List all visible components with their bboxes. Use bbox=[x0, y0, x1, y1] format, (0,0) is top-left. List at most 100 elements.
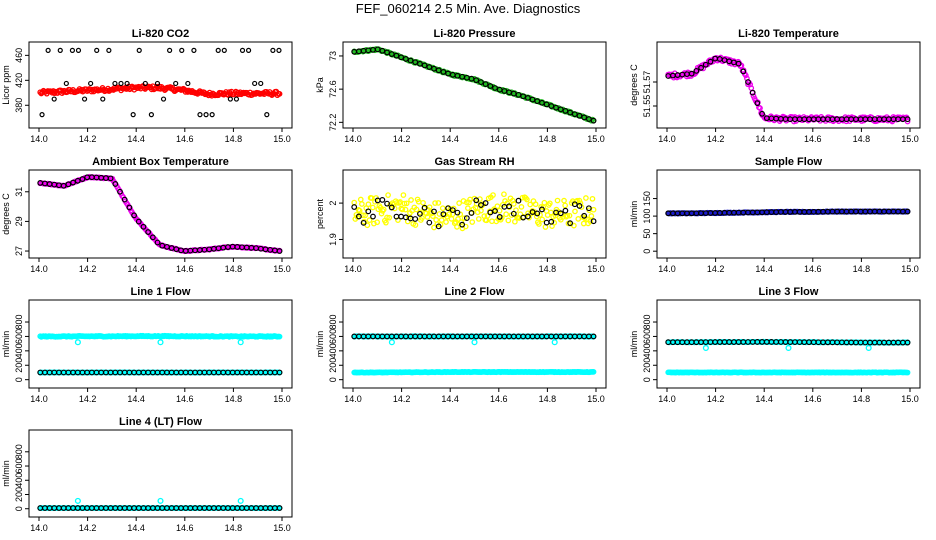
y-tick-label: 200 bbox=[14, 358, 24, 373]
x-tick-label: 15.0 bbox=[273, 394, 291, 404]
x-tick-label: 14.6 bbox=[176, 134, 194, 144]
outlier-point bbox=[471, 339, 478, 346]
data-point bbox=[463, 199, 470, 206]
x-tick-label: 14.8 bbox=[539, 394, 557, 404]
series-average bbox=[39, 47, 282, 118]
x-tick-label: 14.6 bbox=[176, 264, 194, 274]
y-axis-label: percent bbox=[315, 198, 325, 229]
data-point bbox=[515, 197, 522, 204]
x-tick-label: 14.2 bbox=[393, 134, 411, 144]
y-tick-label: 0 bbox=[14, 377, 24, 382]
data-point bbox=[543, 219, 550, 226]
data-point bbox=[539, 206, 545, 213]
data-point bbox=[408, 197, 414, 203]
data-point bbox=[126, 204, 133, 211]
data-point bbox=[501, 191, 507, 198]
series-scan-low bbox=[665, 369, 911, 376]
data-point bbox=[439, 205, 446, 212]
series-scan-low bbox=[351, 368, 597, 376]
y-tick-label: 27 bbox=[14, 246, 24, 256]
data-point bbox=[239, 47, 246, 53]
data-point bbox=[154, 80, 161, 87]
y-axis-label: ml/min bbox=[1, 460, 11, 487]
data-point bbox=[482, 200, 489, 206]
data-point bbox=[424, 214, 431, 220]
data-point bbox=[524, 213, 531, 220]
y-axis-label: ml/min bbox=[315, 331, 325, 358]
data-point bbox=[399, 206, 406, 213]
data-point bbox=[100, 96, 106, 102]
x-tick-label: 14.0 bbox=[658, 264, 676, 274]
data-point bbox=[124, 80, 130, 87]
data-point bbox=[532, 201, 539, 208]
x-tick-label: 14.4 bbox=[755, 264, 773, 274]
data-point bbox=[185, 80, 191, 87]
data-point bbox=[445, 205, 451, 212]
y-tick-label: 200 bbox=[14, 487, 24, 502]
data-point bbox=[465, 205, 471, 212]
x-tick-label: 14.6 bbox=[176, 523, 194, 533]
series-average bbox=[351, 46, 597, 124]
plot-frame bbox=[28, 41, 293, 129]
y-tick-label: 51.55 bbox=[642, 95, 652, 118]
data-point bbox=[566, 212, 573, 219]
data-point bbox=[384, 200, 390, 207]
y-tick-label: 800 bbox=[328, 315, 338, 330]
data-point bbox=[264, 112, 270, 118]
x-tick-label: 14.8 bbox=[853, 394, 871, 404]
y-tick-label: 72.6 bbox=[328, 80, 338, 98]
x-tick-label: 14.4 bbox=[755, 394, 773, 404]
data-point bbox=[468, 210, 475, 216]
data-point bbox=[359, 201, 365, 207]
data-point bbox=[121, 196, 128, 203]
y-tick-label: 800 bbox=[14, 315, 24, 330]
data-point bbox=[749, 89, 756, 96]
x-tick-label: 14.4 bbox=[127, 264, 145, 274]
x-tick-label: 14.8 bbox=[539, 264, 557, 274]
data-point bbox=[374, 219, 381, 226]
data-point bbox=[386, 214, 393, 221]
data-point bbox=[524, 196, 530, 203]
data-point bbox=[191, 47, 197, 53]
data-point bbox=[904, 118, 911, 125]
y-tick-label: 50 bbox=[642, 229, 652, 239]
data-point bbox=[94, 47, 100, 53]
panel-3: Ambient Box Temperature 14.0 14.2 14.4 14.6 1… bbox=[1, 156, 293, 274]
data-point bbox=[362, 212, 368, 219]
data-point bbox=[478, 202, 484, 208]
data-point bbox=[571, 201, 578, 208]
y-tick-label: 0 bbox=[642, 249, 652, 254]
data-point bbox=[221, 47, 227, 53]
data-point bbox=[276, 47, 282, 53]
data-point bbox=[421, 204, 428, 211]
y-tick-label: 600 bbox=[328, 329, 338, 344]
data-point bbox=[276, 91, 283, 97]
data-point bbox=[536, 221, 542, 227]
x-tick-label: 15.0 bbox=[901, 264, 919, 274]
x-tick-label: 14.6 bbox=[804, 134, 822, 144]
data-point bbox=[590, 218, 597, 225]
data-point bbox=[75, 47, 82, 53]
data-point bbox=[506, 203, 512, 210]
data-point bbox=[509, 197, 516, 204]
data-point bbox=[496, 207, 503, 214]
data-point bbox=[448, 216, 455, 222]
data-point bbox=[454, 224, 460, 230]
data-point bbox=[420, 199, 426, 206]
data-point bbox=[140, 223, 147, 230]
data-point bbox=[380, 206, 387, 213]
plot-frame bbox=[28, 169, 293, 259]
data-point bbox=[145, 229, 152, 235]
panel-title: Ambient Box Temperature bbox=[92, 156, 229, 168]
data-point bbox=[88, 80, 94, 87]
y-tick-label: 400 bbox=[328, 343, 338, 358]
y-tick-label: 200 bbox=[642, 358, 652, 373]
data-point bbox=[547, 200, 553, 207]
data-point bbox=[527, 201, 534, 208]
y-axis-label: ml/min bbox=[1, 331, 11, 358]
data-point bbox=[160, 96, 167, 102]
data-point bbox=[412, 216, 419, 222]
x-tick-label: 14.2 bbox=[707, 134, 725, 144]
x-tick-label: 15.0 bbox=[273, 523, 291, 533]
x-tick-label: 14.0 bbox=[30, 394, 48, 404]
